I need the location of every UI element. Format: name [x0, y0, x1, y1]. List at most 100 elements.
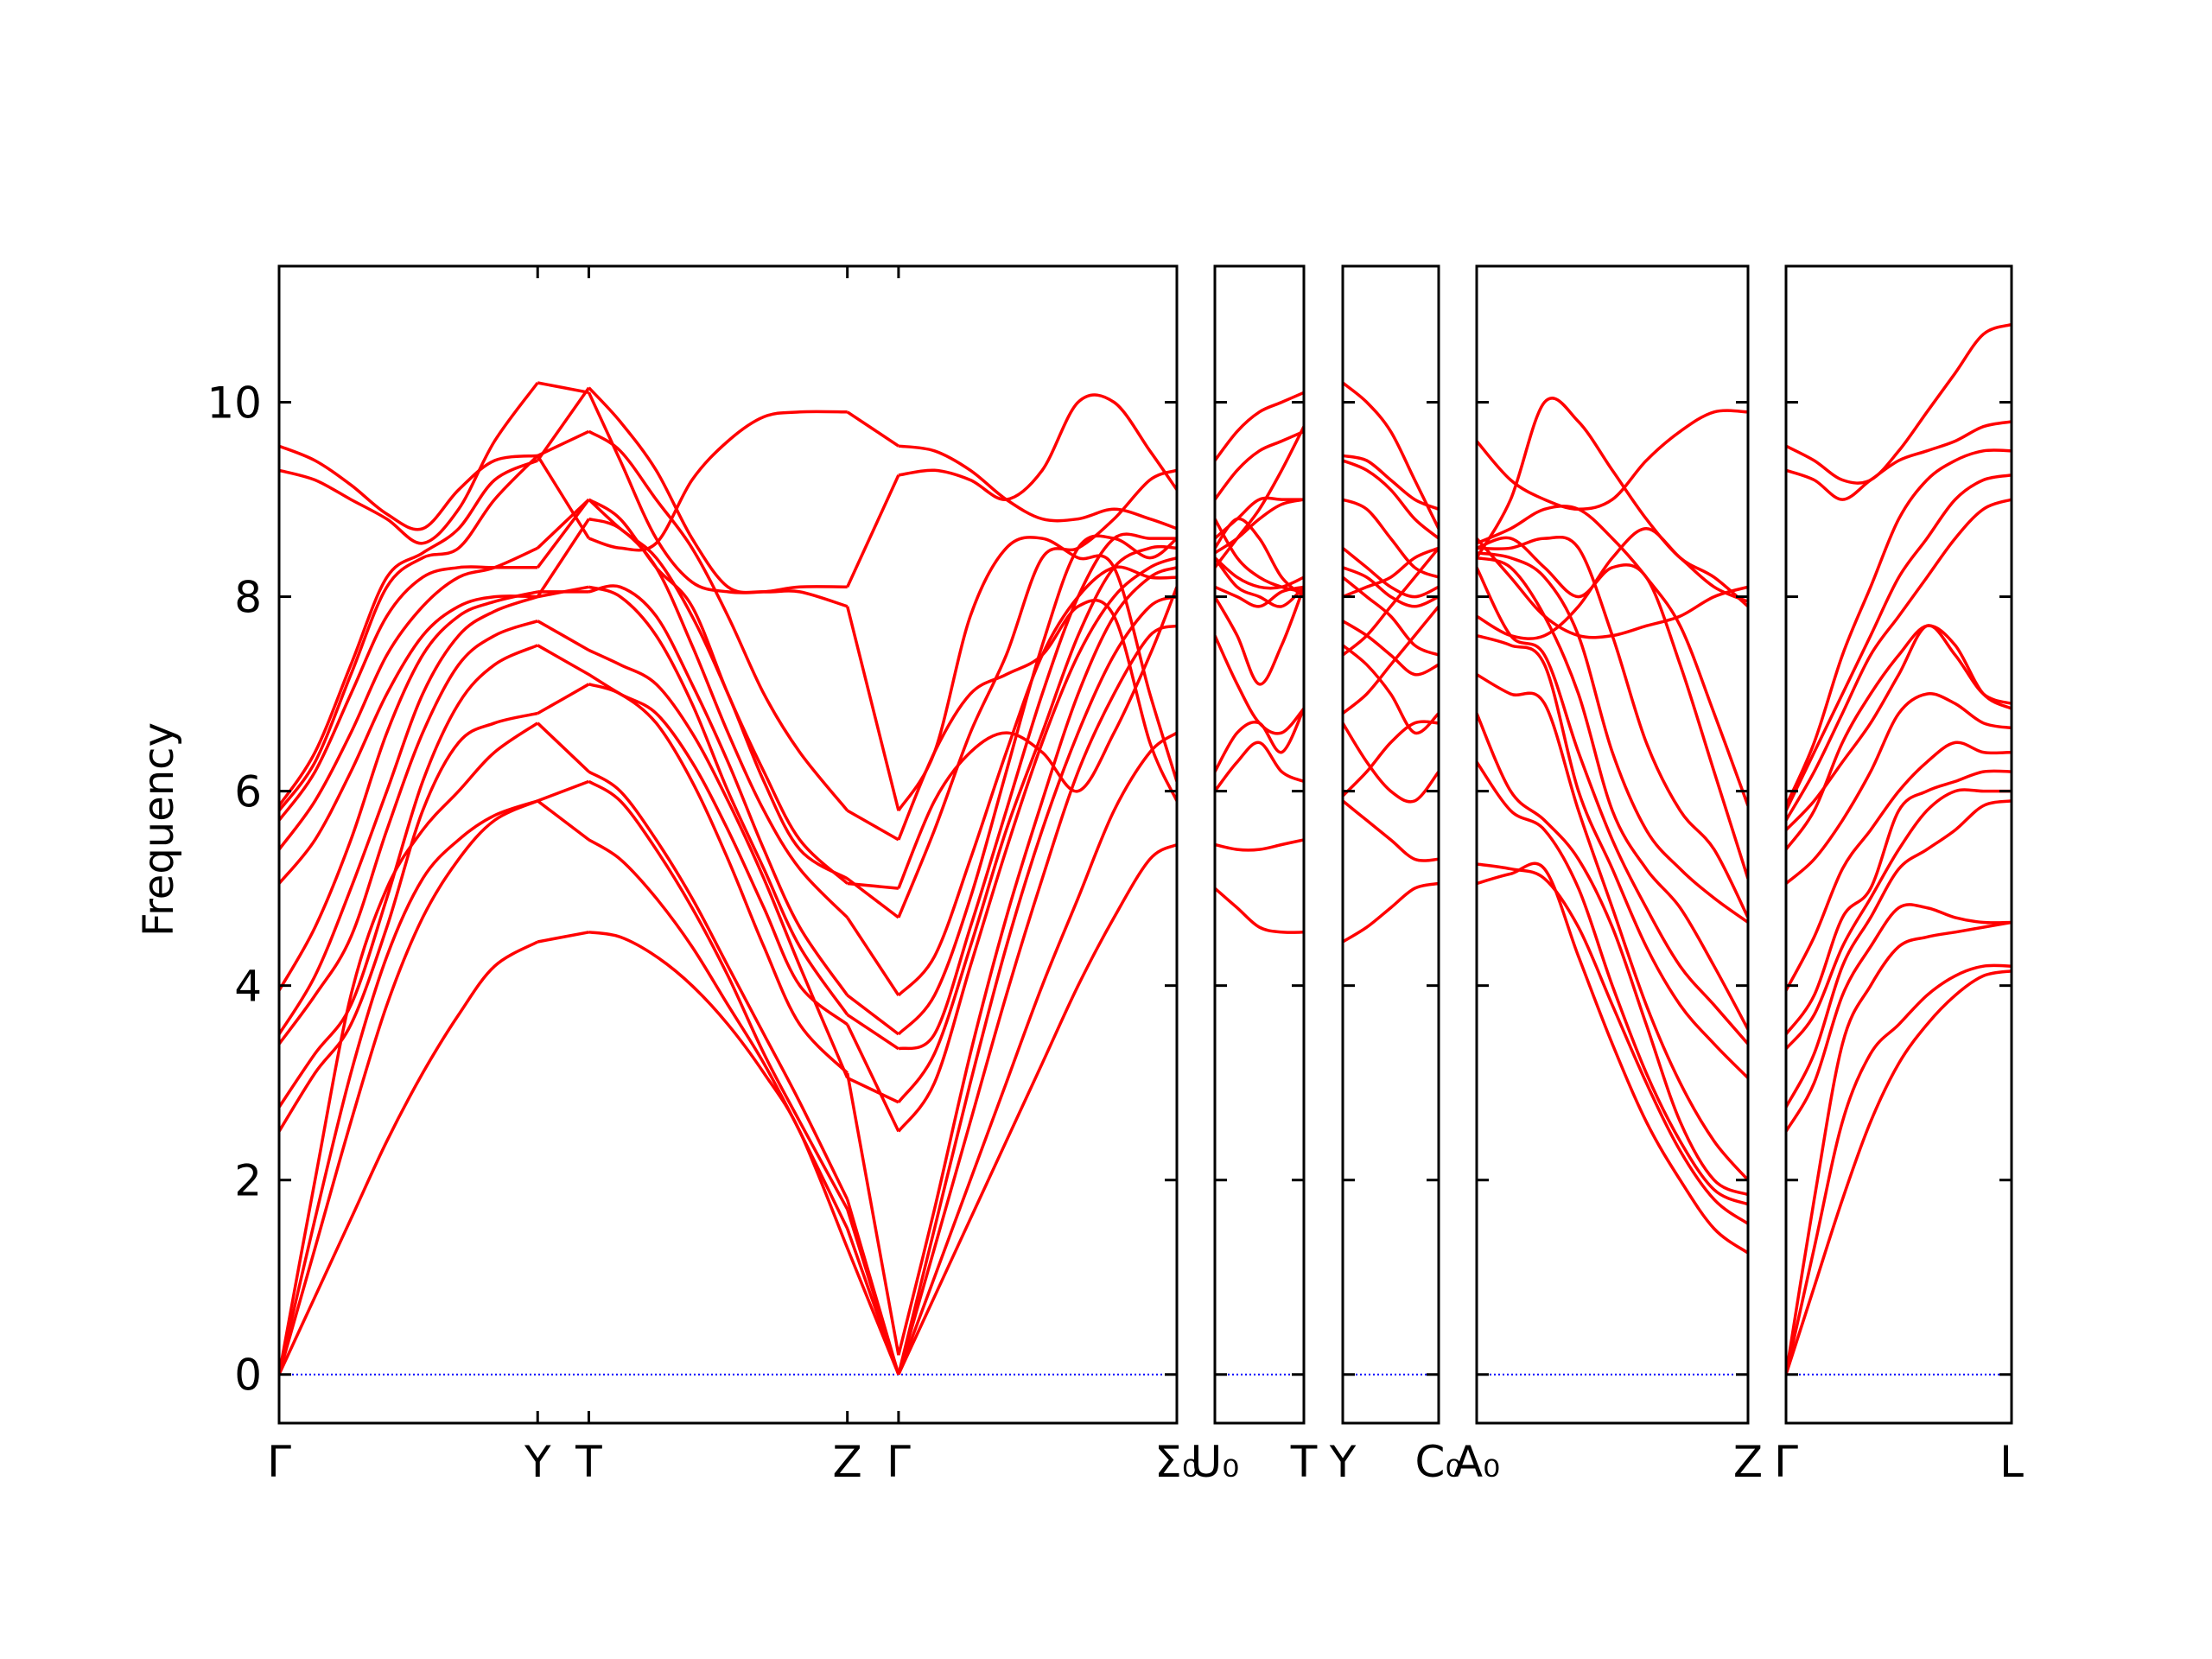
band-line — [1477, 567, 1748, 1046]
band-line — [1343, 381, 1439, 530]
band-line — [1477, 712, 1748, 1197]
bands-group — [1477, 397, 1748, 1255]
y-axis-label: Frequency — [135, 722, 183, 937]
band-line — [1477, 397, 1748, 608]
x-tick-label: Y — [1329, 1437, 1357, 1487]
y-tick-label: 10 — [207, 378, 262, 429]
band-line — [1786, 963, 2012, 1376]
band-line — [1215, 708, 1304, 772]
y-tick-label: 0 — [234, 1351, 262, 1401]
band-line — [1343, 620, 1439, 677]
band-line — [279, 566, 1177, 1356]
panel-frame — [1784, 264, 2013, 1425]
band-line — [279, 410, 1177, 552]
band-line — [1786, 920, 2012, 1375]
band-line — [1215, 429, 1304, 501]
band-line — [1477, 862, 1748, 1225]
x-tick-label: Γ — [887, 1437, 911, 1487]
band-line — [1786, 903, 2012, 1133]
band-line — [1477, 537, 1748, 639]
band-line — [279, 556, 1177, 1133]
band-line — [1786, 420, 2012, 501]
band-line — [1786, 474, 2012, 811]
band-line — [1477, 633, 1748, 1079]
band-line — [1343, 454, 1439, 511]
y-tick-label: 8 — [234, 573, 262, 623]
panel-5 — [1784, 264, 2013, 1425]
band-line — [1343, 721, 1439, 804]
band-line — [1343, 720, 1439, 798]
x-tick-label: U₀ — [1191, 1437, 1240, 1487]
bands-group — [279, 381, 1177, 1376]
band-line — [1786, 448, 2012, 807]
band-line — [1477, 760, 1748, 1206]
band-line — [1215, 741, 1304, 792]
band-line — [1215, 498, 1304, 555]
x-tick-label: T — [575, 1437, 602, 1487]
band-line — [1215, 391, 1304, 462]
panel-frame — [1213, 264, 1306, 1425]
band-line — [279, 534, 1177, 1036]
panel-1 — [277, 264, 1179, 1425]
band-line — [1786, 498, 2012, 822]
band-line — [279, 624, 1177, 1376]
band-line — [1215, 518, 1304, 594]
band-line — [279, 381, 1177, 594]
y-tick-label: 6 — [234, 767, 262, 817]
band-line — [1477, 556, 1748, 1031]
band-line — [279, 731, 1177, 1376]
band-line — [1786, 799, 2012, 1109]
band-line — [1477, 673, 1748, 1181]
band-line — [1477, 527, 1748, 640]
x-tick-label: Z — [833, 1437, 862, 1487]
band-line — [1215, 517, 1304, 598]
band-line — [1343, 547, 1439, 657]
band-line — [279, 429, 1177, 842]
y-tick-label: 4 — [234, 962, 262, 1012]
band-line — [279, 532, 1177, 1051]
band-line — [1786, 624, 2012, 831]
panel-2 — [1213, 264, 1306, 1425]
band-line — [1343, 644, 1439, 735]
band-line — [1786, 788, 2012, 1050]
band-line — [1215, 634, 1304, 735]
x-tick-label: T — [1290, 1437, 1318, 1487]
panels-layer — [277, 264, 2013, 1425]
panel-4 — [1475, 264, 1750, 1425]
panel-frame — [1341, 264, 1440, 1425]
band-line — [1786, 969, 2012, 1376]
band-line — [1786, 769, 2012, 1035]
band-line — [279, 544, 1177, 1104]
band-line — [1215, 887, 1304, 934]
band-line — [1343, 605, 1439, 715]
band-line — [1343, 459, 1439, 540]
x-tick-label: C₀ — [1415, 1437, 1463, 1487]
band-line — [279, 498, 1177, 890]
panel-3 — [1341, 264, 1440, 1425]
band-line — [1477, 535, 1748, 918]
band-line — [1477, 861, 1748, 1255]
band-line — [279, 386, 1177, 812]
x-tick-label: L — [1999, 1437, 2024, 1487]
band-line — [1215, 556, 1304, 608]
band-line — [1343, 881, 1439, 944]
band-line — [1477, 505, 1748, 807]
band-line — [1215, 556, 1304, 590]
band-line — [1215, 586, 1304, 686]
bands-group — [1786, 322, 2012, 1376]
band-line — [1343, 498, 1439, 579]
band-line — [1477, 536, 1748, 880]
y-tick-label: 2 — [234, 1156, 262, 1206]
band-line — [1343, 566, 1439, 608]
band-line — [1343, 546, 1439, 599]
panel-frame — [1475, 264, 1750, 1425]
panel-frame — [277, 264, 1179, 1425]
x-tick-label: Γ — [1774, 1437, 1798, 1487]
band-line — [1786, 322, 2012, 485]
x-tick-label: Y — [524, 1437, 551, 1487]
band-line — [1215, 838, 1304, 852]
x-tick-label: Σ₀ — [1154, 1437, 1199, 1487]
band-line — [1343, 799, 1439, 862]
